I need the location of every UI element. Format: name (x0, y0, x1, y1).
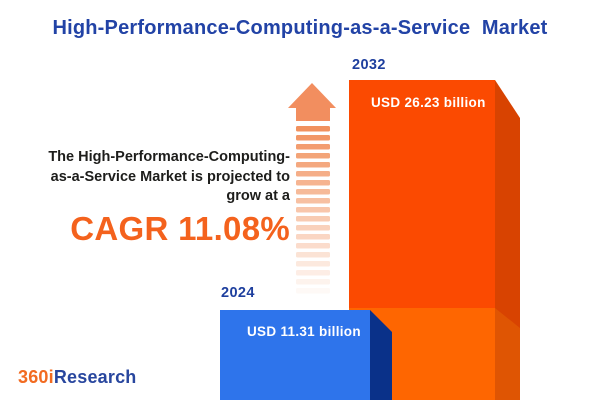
growth-arrow-icon (288, 83, 336, 294)
bar-2032-base-segment-side (495, 308, 520, 400)
bar-2024-value-label: USD 11.31 billion (247, 324, 361, 339)
growth-arrow-dashed-tail (296, 126, 330, 294)
bar-2024-year-label: 2024 (221, 285, 255, 301)
bar-2024-side (370, 310, 392, 400)
bar-2024-front (220, 310, 370, 400)
brand-logo: 360iResearch (18, 367, 137, 388)
page-title: High-Performance-Computing-as-a-Service … (52, 17, 548, 39)
bar-2032-year-label: 2032 (352, 57, 386, 73)
cagr-value: CAGR 11.08% (70, 209, 290, 247)
growth-arrow-head (288, 83, 336, 121)
brand-logo-360i: 360i (18, 367, 54, 387)
insight-line-1: The High-Performance-Computing- (48, 149, 290, 165)
brand-logo-research: Research (53, 367, 137, 387)
insight-line-3: grow at a (226, 188, 290, 204)
bar-2032-value-label: USD 26.23 billion (371, 95, 486, 110)
insight-line-2: as-a-Service Market is projected to (50, 168, 290, 185)
insight-text-block: The High-Performance-Computing- as-a-Ser… (0, 148, 290, 246)
